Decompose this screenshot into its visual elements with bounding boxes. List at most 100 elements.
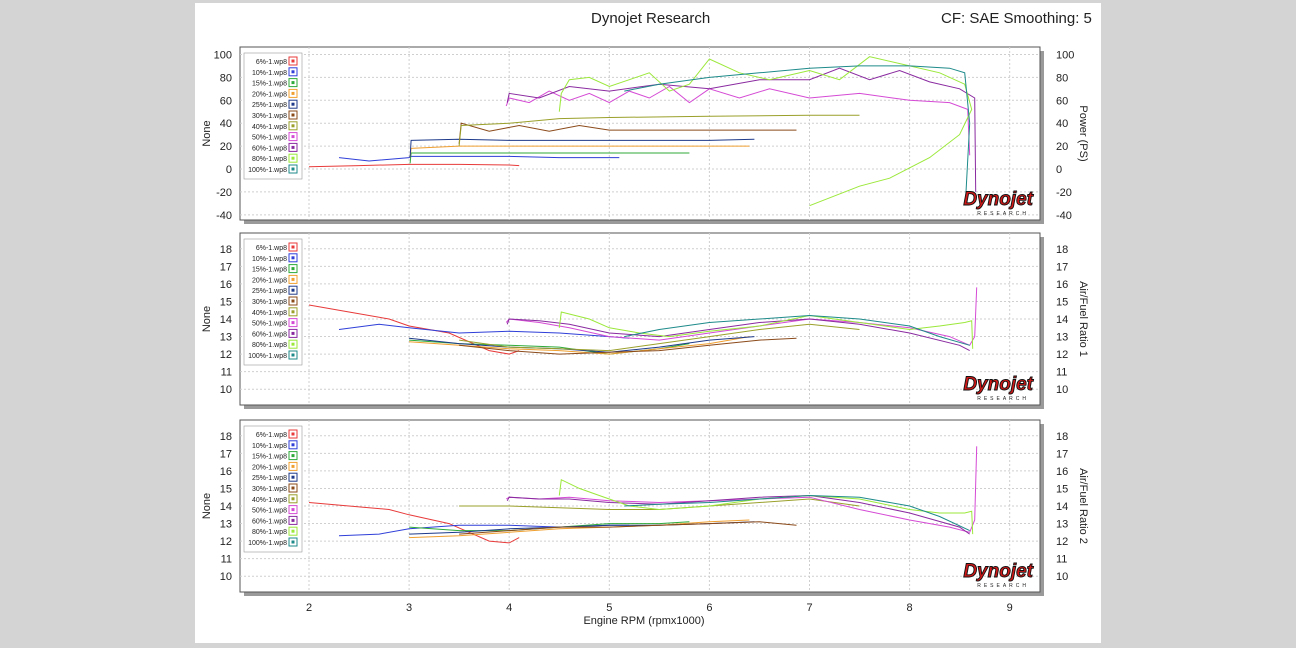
- legend-swatch-dot: [291, 432, 295, 436]
- panel-1: 100 100 80 80 60 60 40 40 20 20 0 0 -20 -20 -40 -40 None…: [201, 46, 1089, 224]
- legend-label: 25%-1.wp8: [252, 475, 287, 482]
- series-line: [558, 311, 974, 349]
- x-tick-label: 3: [406, 602, 412, 614]
- legend-swatch-dot: [291, 113, 295, 117]
- series-line: [458, 122, 797, 144]
- y-tick-label-left: 10: [220, 384, 232, 396]
- series-line: [506, 318, 970, 352]
- legend-swatch-dot: [291, 70, 295, 74]
- x-tick-label: 5: [606, 602, 612, 614]
- y-tick-label-left: 15: [220, 483, 232, 495]
- legend-label: 60%-1.wp8: [252, 145, 287, 152]
- legend-swatch-dot: [291, 299, 295, 303]
- series-group: [308, 287, 978, 355]
- legend-swatch-dot: [291, 288, 295, 292]
- y-tick-label-left: 13: [220, 332, 232, 344]
- legend-label: 50%-1.wp8: [252, 508, 287, 515]
- legend-label: 6%-1.wp8: [256, 245, 287, 252]
- y-tick-label-left: 100: [214, 49, 232, 61]
- y-axis-label-right: Air/Fuel Ratio 2: [1077, 468, 1089, 544]
- legend-label: 20%-1.wp8: [252, 277, 287, 284]
- legend-swatch-dot: [291, 475, 295, 479]
- legend-swatch-dot: [291, 102, 295, 106]
- y-tick-label-left: 14: [220, 314, 232, 326]
- y-tick-label-left: 17: [220, 261, 232, 273]
- y-tick-label-left: -20: [216, 187, 232, 199]
- dynojet-logo-sub: RESEARCH: [977, 211, 1029, 217]
- legend-swatch-dot: [291, 443, 295, 447]
- legend-swatch-dot: [291, 321, 295, 325]
- legend-swatch-dot: [291, 508, 295, 512]
- y-tick-label-right: 17: [1056, 448, 1068, 460]
- legend-label: 40%-1.wp8: [252, 310, 287, 317]
- legend-swatch-dot: [291, 91, 295, 95]
- series-group: [308, 446, 978, 544]
- series-line: [308, 163, 520, 168]
- legend-label: 80%-1.wp8: [252, 342, 287, 349]
- y-tick-label-right: 18: [1056, 244, 1068, 256]
- legend-label: 50%-1.wp8: [252, 321, 287, 328]
- series-line: [624, 494, 970, 532]
- legend-swatch-dot: [291, 267, 295, 271]
- legend-swatch-dot: [291, 245, 295, 249]
- legend: 6%-1.wp8 10%-1.wp8 15%-1.wp8 20%-1.wp8 25%-1…: [243, 52, 303, 180]
- panel-2: 18 18 17 17 16 16 15 15 14 14 13 13 12 12 11 11 10 10 None…: [201, 232, 1089, 409]
- series-line: [308, 502, 520, 544]
- legend-label: 80%-1.wp8: [252, 156, 287, 163]
- legend-label: 25%-1.wp8: [252, 102, 287, 109]
- x-tick-label: 7: [806, 602, 812, 614]
- legend-label: 30%-1.wp8: [252, 299, 287, 306]
- legend-label: 6%-1.wp8: [256, 432, 287, 439]
- legend-label: 60%-1.wp8: [252, 331, 287, 338]
- series-line: [409, 336, 755, 353]
- chart-title: Dynojet Research: [591, 10, 711, 27]
- y-tick-label-left: 60: [220, 95, 232, 107]
- y-tick-label-right: 11: [1056, 367, 1067, 379]
- legend-swatch-dot: [291, 497, 295, 501]
- x-axis-label: Engine RPM (rpmx1000): [583, 615, 704, 627]
- y-tick-label-left: 12: [220, 349, 232, 361]
- y-tick-label-left: 20: [220, 141, 232, 153]
- legend-swatch-dot: [291, 156, 295, 160]
- legend-label: 100%-1.wp8: [248, 540, 287, 547]
- legend-swatch-dot: [291, 310, 295, 314]
- y-tick-label-right: 100: [1056, 49, 1074, 61]
- y-tick-label-right: 60: [1056, 95, 1068, 107]
- legend-swatch-dot: [291, 135, 295, 139]
- y-tick-label-left: 80: [220, 72, 232, 84]
- y-tick-label-right: 14: [1056, 501, 1068, 513]
- legend-label: 40%-1.wp8: [252, 124, 287, 131]
- legend-label: 15%-1.wp8: [252, 267, 287, 274]
- y-tick-label-left: 18: [220, 244, 232, 256]
- legend-swatch-dot: [291, 145, 295, 149]
- legend-label: 15%-1.wp8: [252, 454, 287, 461]
- correction-factor-label: CF: SAE Smoothing: 5: [941, 10, 1092, 27]
- y-tick-label-right: 11: [1056, 554, 1067, 566]
- legend-label: 100%-1.wp8: [248, 353, 287, 360]
- y-tick-label-left: 15: [220, 296, 232, 308]
- y-tick-label-left: 11: [221, 367, 232, 379]
- y-axis-label-left: None: [201, 306, 213, 332]
- dynojet-logo: Dynojet: [963, 561, 1033, 582]
- y-axis-label-right: Air/Fuel Ratio 1: [1077, 281, 1089, 357]
- y-tick-label-left: 11: [221, 554, 232, 566]
- y-axis-label-right: Power (PS): [1077, 105, 1089, 161]
- y-tick-label-right: 10: [1056, 384, 1068, 396]
- y-tick-label-left: 18: [220, 431, 232, 443]
- y-tick-label-right: 15: [1056, 296, 1068, 308]
- series-line: [409, 138, 755, 158]
- series-line: [459, 323, 860, 352]
- legend-label: 20%-1.wp8: [252, 464, 287, 471]
- y-tick-label-right: 0: [1056, 164, 1062, 176]
- dynojet-logo: Dynojet: [963, 374, 1033, 395]
- legend-label: 50%-1.wp8: [252, 135, 287, 142]
- legend-label: 10%-1.wp8: [252, 256, 287, 263]
- y-tick-label-right: 13: [1056, 332, 1068, 344]
- legend-label: 10%-1.wp8: [252, 443, 287, 450]
- legend-swatch-dot: [291, 454, 295, 458]
- series-line: [338, 323, 630, 339]
- legend-swatch-dot: [291, 124, 295, 128]
- legend: 6%-1.wp8 10%-1.wp8 15%-1.wp8 20%-1.wp8 25%-1…: [243, 425, 303, 553]
- x-tick-label: 4: [506, 602, 512, 614]
